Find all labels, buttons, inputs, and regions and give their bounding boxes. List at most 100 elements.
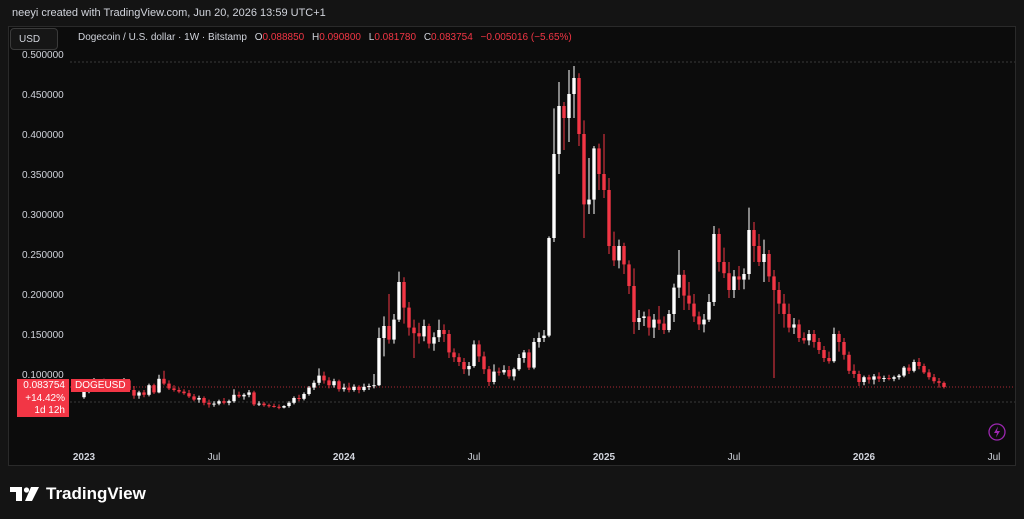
candle-body xyxy=(697,316,701,325)
candle-body xyxy=(262,403,266,406)
x-tick-label: Jul xyxy=(728,452,741,463)
candle-body xyxy=(462,362,466,370)
candle-body xyxy=(657,319,661,324)
candle-body xyxy=(397,282,401,320)
x-tick-label: 2023 xyxy=(73,452,96,463)
y-tick-label: 0.300000 xyxy=(22,210,64,221)
candle-body xyxy=(712,234,716,302)
candle-body xyxy=(217,401,221,404)
candle-body xyxy=(212,403,216,405)
tradingview-brand-text: TradingView xyxy=(46,484,146,503)
candle-body xyxy=(422,326,426,337)
legend-close-value: 0.083754 xyxy=(431,32,473,43)
candle-body xyxy=(467,366,471,370)
candle-body xyxy=(772,276,776,290)
y-tick-label: 0.350000 xyxy=(22,170,64,181)
candle-body xyxy=(402,282,406,308)
candle-body xyxy=(942,382,946,387)
candle-body xyxy=(152,385,156,393)
candle-body xyxy=(342,387,346,390)
candle-body xyxy=(452,352,456,358)
candle-body xyxy=(192,396,196,400)
candle-body xyxy=(282,406,286,408)
candle-body xyxy=(322,375,326,381)
lightning-icon[interactable] xyxy=(988,423,1006,441)
candle-body xyxy=(457,357,461,362)
candle-body xyxy=(187,393,191,397)
candle-body xyxy=(352,386,356,390)
x-tick-label: Jul xyxy=(208,452,221,463)
candle-body xyxy=(337,381,341,390)
candle-body xyxy=(572,78,576,94)
candle-body xyxy=(792,324,796,328)
y-tick-label: 0.250000 xyxy=(22,250,64,261)
candle-body xyxy=(597,148,601,174)
candle-body xyxy=(682,274,686,296)
symbol-badge: DOGEUSD xyxy=(71,379,130,392)
candle-body xyxy=(787,314,791,328)
legend-open-label: O xyxy=(254,32,263,43)
candle-body xyxy=(162,378,166,384)
candle-body xyxy=(537,338,541,342)
candle-body xyxy=(547,238,551,336)
chart-pane[interactable] xyxy=(8,26,1016,466)
last-price-badge: 0.083754 +14.42% 1d 12h xyxy=(17,379,69,417)
candle-body xyxy=(552,154,556,238)
candle-body xyxy=(147,385,151,395)
candle-body xyxy=(852,370,856,374)
candle-body xyxy=(507,370,511,377)
legend-low-label: L xyxy=(368,32,375,43)
candle-body xyxy=(797,324,801,338)
candle-body xyxy=(367,386,371,387)
y-tick-label: 0.450000 xyxy=(22,90,64,101)
candle-body xyxy=(687,295,691,304)
candle-body xyxy=(517,358,521,370)
candle-body xyxy=(817,342,821,350)
candle-body xyxy=(767,254,771,277)
y-tick-label: 0.100000 xyxy=(22,370,64,381)
candle-body xyxy=(247,392,251,395)
candle-body xyxy=(222,401,226,403)
candle-body xyxy=(132,390,136,396)
candle-body xyxy=(242,394,246,397)
symbol-legend: Dogecoin / U.S. dollar · 1W · Bitstamp O… xyxy=(78,32,572,43)
currency-button[interactable]: USD xyxy=(10,28,58,50)
candle-body xyxy=(472,344,476,366)
candle-body xyxy=(642,316,646,318)
candle-body xyxy=(827,358,831,362)
candle-body xyxy=(197,398,201,400)
legend-open-value: 0.088850 xyxy=(262,32,305,43)
candle-body xyxy=(372,385,376,387)
candle-body xyxy=(512,369,516,377)
candle-body xyxy=(857,374,861,382)
candle-body xyxy=(707,302,711,320)
x-tick-label: 2026 xyxy=(853,452,876,463)
candle-body xyxy=(907,367,911,371)
candle-body xyxy=(417,333,421,337)
candle-body xyxy=(557,106,561,154)
candle-body xyxy=(387,326,391,340)
candle-body xyxy=(82,390,86,398)
y-tick-label: 0.200000 xyxy=(22,290,64,301)
last-price-value: 0.083754 xyxy=(23,380,65,391)
tradingview-logo[interactable]: TradingView xyxy=(10,484,146,504)
candle-body xyxy=(732,276,736,290)
x-tick-label: Jul xyxy=(468,452,481,463)
candle-body xyxy=(867,377,871,380)
candle-body xyxy=(877,376,881,379)
legend-high-value: 0.090800 xyxy=(319,32,361,43)
y-tick-label: 0.150000 xyxy=(22,330,64,341)
candle-body xyxy=(742,274,746,280)
legend-close-label: C xyxy=(423,32,432,43)
candle-body xyxy=(847,354,851,371)
candle-body xyxy=(582,134,586,205)
candle-body xyxy=(617,246,621,261)
candle-body xyxy=(292,398,296,403)
candle-body xyxy=(562,106,566,118)
candle-body xyxy=(377,338,381,386)
candle-body xyxy=(492,371,496,382)
candle-body xyxy=(502,370,506,373)
candle-body xyxy=(157,378,161,393)
candle-body xyxy=(382,326,386,338)
